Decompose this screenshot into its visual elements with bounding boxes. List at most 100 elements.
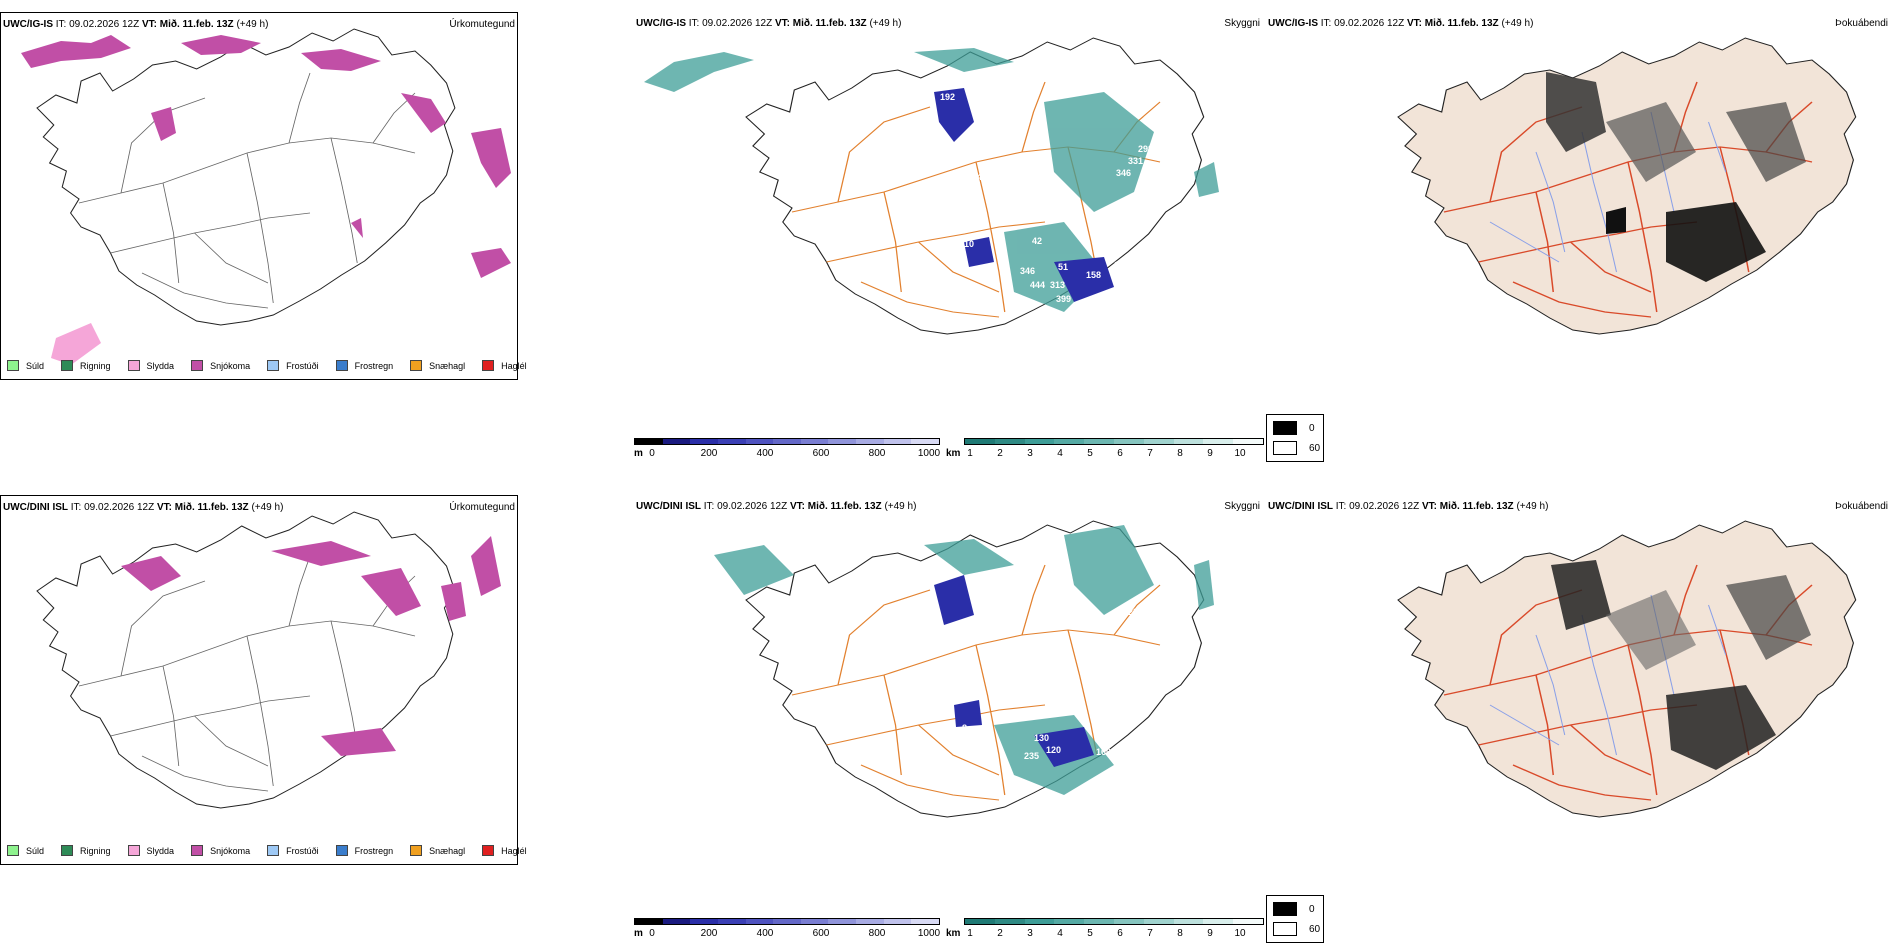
cloud-label: 141: [972, 172, 988, 182]
colorbar-tick: 2: [997, 448, 1003, 459]
colorbar-tick: 1000: [917, 448, 941, 459]
visibility-colorbar: km 1 2 3 4 5 6 7 8 9 10: [946, 438, 1266, 462]
panel-title: Úrkomutegund: [449, 502, 515, 513]
panel-title: Skyggni: [1224, 501, 1260, 512]
legend-swatch: [61, 360, 74, 371]
cloud-label: 298: [1138, 144, 1154, 154]
colorbar-tick: 200: [700, 928, 718, 939]
colorbar-tick: 4: [1057, 928, 1063, 939]
colorbar-tick: 3: [1027, 448, 1033, 459]
colorbar-tick: 600: [812, 448, 830, 459]
legend-swatch: [267, 845, 280, 856]
visibility-colorbar: km 1 2 3 4 5 6 7 8 9 10: [946, 918, 1266, 942]
fog-legend-item: 0: [1273, 421, 1315, 435]
colorbar-tick: 0: [649, 928, 655, 939]
cloud-label: 141: [1104, 212, 1120, 222]
cloud-label: 10: [936, 382, 947, 392]
fog-legend-swatch: [1273, 922, 1297, 936]
colorbar-tick: 5: [1087, 928, 1093, 939]
fog-panel-row1: UWC/IG-IS IT: 09.02.2026 12Z VT: Mið. 11…: [1266, 12, 1900, 462]
cloud-base-labels-row1: 192 8 56 141 116 64 233 298 331 346 42 1…: [634, 12, 1266, 392]
colorbar-tick: 7: [1147, 928, 1153, 939]
legend-swatch: [127, 360, 140, 371]
fog-legend-swatch: [1273, 902, 1297, 916]
cloudbase-colorbar: m 0 200 400 600 800 1000: [634, 438, 940, 462]
cloud-label: 98: [1122, 743, 1133, 753]
colorbar-tick: 8: [1177, 448, 1183, 459]
cloudbase-colorbar: m 0 200 400 600 800 1000: [634, 918, 940, 942]
low-cloud-areas: [934, 575, 1094, 767]
header: UWC/DINI ISL IT: 09.02.2026 12Z VT: Mið.…: [1268, 501, 1549, 512]
fog-areas: [1551, 560, 1811, 770]
cloud-label: 12: [936, 873, 947, 883]
panel-title: Úrkomutegund: [449, 19, 515, 30]
legend-swatch: [191, 360, 204, 371]
fog-map: [1397, 520, 1857, 818]
cloud-label: 849: [980, 570, 996, 580]
legend-item-snaehagl: Snæhagl: [410, 845, 465, 856]
precip-panel-row1: UWC/IG-IS IT: 09.02.2026 12Z VT: Mið. 11…: [0, 12, 527, 380]
colorbar-tick: 0: [649, 448, 655, 459]
colorbar-tick: 800: [868, 928, 886, 939]
precip-map: [21, 28, 511, 365]
colorbar-unit: km: [946, 448, 961, 459]
cloud-label: 346: [1020, 266, 1036, 276]
colorbar-tick: 3: [1027, 928, 1033, 939]
legend-swatch: [191, 845, 204, 856]
cloud-label: 56: [952, 188, 963, 198]
visibility-panel-row2: UWC/DINI ISL IT: 09.02.2026 12Z VT: Mið.…: [634, 495, 1266, 865]
cloud-label: 231: [1164, 623, 1180, 633]
visibility-map: [644, 37, 1219, 335]
colorbar-strip: [634, 438, 940, 445]
legend-item-slydda: Slydda: [127, 360, 174, 371]
legend-swatch: [410, 845, 423, 856]
colorbar-tick: 400: [756, 448, 774, 459]
colorbar-tick: 6: [1117, 928, 1123, 939]
fog-legend-swatch: [1273, 421, 1297, 435]
cloud-label: 444: [1030, 280, 1046, 290]
header: UWC/IG-IS IT: 09.02.2026 12Z VT: Mið. 11…: [1268, 18, 1534, 29]
colorbar-tick: 10: [1234, 928, 1246, 939]
cloud-label: 33: [940, 656, 951, 666]
colorbar-tick: 200: [700, 448, 718, 459]
colorbar-unit: km: [946, 928, 961, 939]
colorbar-tick: 1000: [917, 928, 941, 939]
legend-item-frostregn: Frostregn: [335, 360, 393, 371]
legend-item-hagel: Haglél: [482, 360, 527, 371]
cloud-base-labels-row2: 849 36 70 33 31 233 231 29 8 130 120 160…: [634, 495, 1266, 883]
cloud-label: 42: [1032, 236, 1043, 246]
legend-item-sudd: Súld: [7, 360, 44, 371]
cloud-label: 158: [1086, 270, 1102, 280]
precip-panel-row2: UWC/DINI ISL IT: 09.02.2026 12Z VT: Mið.…: [0, 495, 527, 865]
colorbar-tick: 8: [1177, 928, 1183, 939]
legend-item-snjokoma: Snjókoma: [191, 360, 250, 371]
cloud-label: 160: [1096, 747, 1112, 757]
cloud-label: 313: [1050, 280, 1066, 290]
cloud-label: 233: [1026, 162, 1042, 172]
visibility-panel-row1: UWC/IG-IS IT: 09.02.2026 12Z VT: Mið. 11…: [634, 12, 1266, 380]
legend-item-frostregn: Frostregn: [335, 845, 393, 856]
cloud-label: 120: [1046, 745, 1062, 755]
colorbar-tick: 4: [1057, 448, 1063, 459]
precip-legend: Súld Rigning Slydda Snjókoma Frostúði Fr…: [7, 845, 544, 856]
panel-title: Þokuábendi: [1835, 18, 1888, 29]
precip-legend: Súld Rigning Slydda Snjókoma Frostúði Fr…: [7, 360, 544, 371]
legend-swatch: [482, 360, 495, 371]
cloud-label: 51: [1058, 262, 1069, 272]
legend-swatch: [7, 845, 19, 856]
legend-swatch: [127, 845, 140, 856]
cloud-label: 331: [1128, 156, 1144, 166]
legend-item-hagel: Haglél: [482, 845, 527, 856]
cloud-label: 8: [936, 150, 942, 160]
legend-item-frostudi: Frostúði: [267, 845, 319, 856]
cloud-label: 116: [990, 176, 1005, 186]
header: UWC/DINI ISL IT: 09.02.2026 12Z VT: Mið.…: [3, 502, 284, 513]
colorbar-tick: 1: [967, 448, 973, 459]
fog-legend-item: 60: [1273, 441, 1320, 455]
legend-item-frostudi: Frostúði: [267, 360, 319, 371]
cloud-label: 11: [1114, 260, 1124, 270]
cloud-label: 130: [1034, 733, 1050, 743]
visibility-map: [714, 520, 1214, 818]
colorbar-unit: m: [634, 448, 643, 459]
legend-swatch: [410, 360, 423, 371]
